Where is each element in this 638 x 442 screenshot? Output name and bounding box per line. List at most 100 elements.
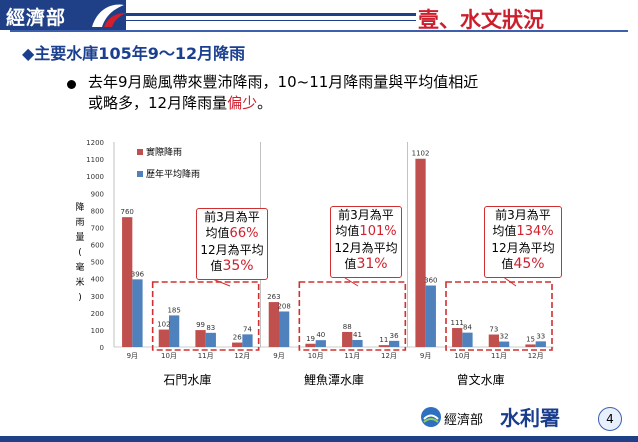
bar-average	[169, 315, 180, 347]
group-label: 鯉魚潭水庫	[304, 373, 364, 387]
bar-average	[315, 340, 326, 347]
bullet-line-2-text: 或略多，12月降雨量	[88, 94, 228, 112]
data-label-average: 185	[167, 306, 180, 314]
legend-label-actual: 實際降雨	[146, 146, 182, 158]
legend-swatch-average	[137, 171, 143, 177]
x-tick-label: 9月	[420, 352, 431, 360]
callout-text: 值	[210, 259, 223, 273]
bar-average	[205, 332, 216, 347]
group-label: 石門水庫	[163, 373, 211, 387]
bullet-line-1: 去年9月颱風帶來豐沛降雨，10~11月降雨量與平均值相近	[88, 73, 479, 91]
data-label-average: 74	[243, 325, 252, 333]
bar-actual	[195, 330, 206, 347]
bar-actual	[415, 158, 426, 347]
y-tick-label: 400	[91, 276, 104, 284]
data-label-actual: 760	[121, 208, 134, 216]
data-label-average: 396	[131, 270, 145, 278]
callout-line: 均值66%	[197, 225, 267, 242]
callout-pct: 31%	[356, 256, 388, 272]
section-subtitle: ◆主要水庫105年9～12月降雨	[22, 44, 246, 63]
callout-line: 值45%	[485, 256, 561, 272]
callout-zengwen: 前3月為平 均值134% 12月為平均 值45%	[484, 206, 562, 278]
logo-emblem-icon	[92, 4, 126, 27]
data-label-actual: 99	[196, 321, 205, 329]
bar-average	[499, 341, 510, 347]
data-label-average: 32	[500, 333, 509, 341]
callout-pct: 134%	[516, 224, 554, 239]
callout-line: 12月為平均	[200, 243, 264, 257]
data-label-actual: 1102	[412, 150, 430, 158]
bar-average	[425, 285, 436, 347]
header-rule-thin	[126, 20, 416, 21]
bullet-line-2: 或略多，12月降雨量偏少。	[88, 93, 608, 114]
y-tick-label: 100	[91, 327, 104, 335]
bar-actual	[525, 344, 536, 347]
x-tick-label: 9月	[273, 352, 284, 360]
data-label-average: 41	[353, 331, 362, 339]
callout-liyutan: 前3月為平 均值101% 12月為平均 值31%	[330, 206, 402, 278]
highlight-box	[445, 281, 553, 351]
y-tick-label: 200	[91, 310, 104, 318]
callout-line: 12月為平均	[334, 241, 398, 255]
data-label-average: 36	[390, 332, 399, 340]
bar-actual	[378, 345, 389, 347]
callout-text: 值	[501, 257, 514, 271]
callout-text: 均值	[335, 224, 360, 238]
water-drop-icon	[421, 407, 441, 427]
y-tick-label: 300	[91, 293, 104, 301]
y-axis-label-char: (	[78, 248, 82, 258]
data-label-actual: 111	[451, 319, 464, 327]
data-label-actual: 15	[526, 335, 535, 343]
y-axis-label-char: 量	[75, 232, 84, 243]
data-label-actual: 263	[267, 293, 280, 301]
callout-line: 均值134%	[485, 223, 561, 240]
y-axis-label-char: 雨	[75, 217, 84, 228]
callout-line: 前3月為平	[495, 208, 551, 222]
callout-pct: 35%	[222, 258, 254, 274]
data-label-actual: 102	[157, 321, 170, 329]
x-tick-label: 10月	[161, 352, 177, 360]
callout-pct: 66%	[229, 226, 259, 241]
y-axis-label-char: 降	[75, 201, 84, 213]
bar-average	[279, 311, 290, 347]
highlight-box	[151, 281, 260, 351]
x-tick-label: 12月	[234, 352, 250, 360]
callout-line: 前3月為平	[204, 210, 260, 224]
rainfall-chart: 0 100 200 300 400 500 600 700 800 900 1000 1100 1200…	[75, 139, 554, 387]
page-number: 4	[598, 407, 622, 431]
y-tick-label: 1200	[86, 139, 104, 147]
y-tick-label: 1000	[86, 173, 104, 181]
y-tick-label: 0	[100, 344, 104, 352]
callout-text: 均值	[205, 226, 230, 240]
bullet-line-2-end: 。	[257, 94, 273, 112]
y-axis-label-char: )	[78, 293, 82, 303]
callout-line: 12月為平均	[491, 241, 555, 255]
x-tick-label: 12月	[528, 352, 544, 360]
footer-rule	[0, 436, 638, 442]
page-title: 壹、水文狀況	[418, 8, 544, 32]
callout-text: 均值	[492, 224, 517, 238]
header: 經濟部 壹、水文狀況	[0, 0, 638, 38]
logo-text: 經濟部	[6, 7, 67, 29]
bar-average	[352, 339, 363, 347]
data-label-actual: 11	[379, 336, 388, 344]
legend-label-average: 歷年平均降雨	[146, 168, 200, 180]
bar-average	[462, 332, 473, 347]
y-axis-label-char: 毫	[75, 261, 84, 273]
bar-actual	[488, 334, 499, 347]
bar-actual	[342, 331, 353, 347]
bullet-text: 去年9月颱風帶來豐沛降雨，10~11月降雨量與平均值相近 或略多，12月降雨量偏…	[88, 72, 608, 114]
bar-average	[242, 334, 253, 347]
y-tick-label: 500	[91, 259, 104, 267]
data-label-average: 208	[277, 302, 290, 310]
x-tick-label: 10月	[308, 352, 324, 360]
x-tick-label: 9月	[127, 352, 138, 360]
bar-actual	[305, 343, 316, 347]
footer: 經濟部 水利署	[420, 404, 620, 434]
data-label-average: 83	[206, 324, 215, 332]
footer-org: 經濟部	[444, 413, 484, 428]
bullet-icon	[67, 80, 76, 89]
x-tick-label: 10月	[454, 352, 470, 360]
data-label-actual: 26	[233, 334, 242, 342]
data-label-actual: 88	[343, 323, 352, 331]
